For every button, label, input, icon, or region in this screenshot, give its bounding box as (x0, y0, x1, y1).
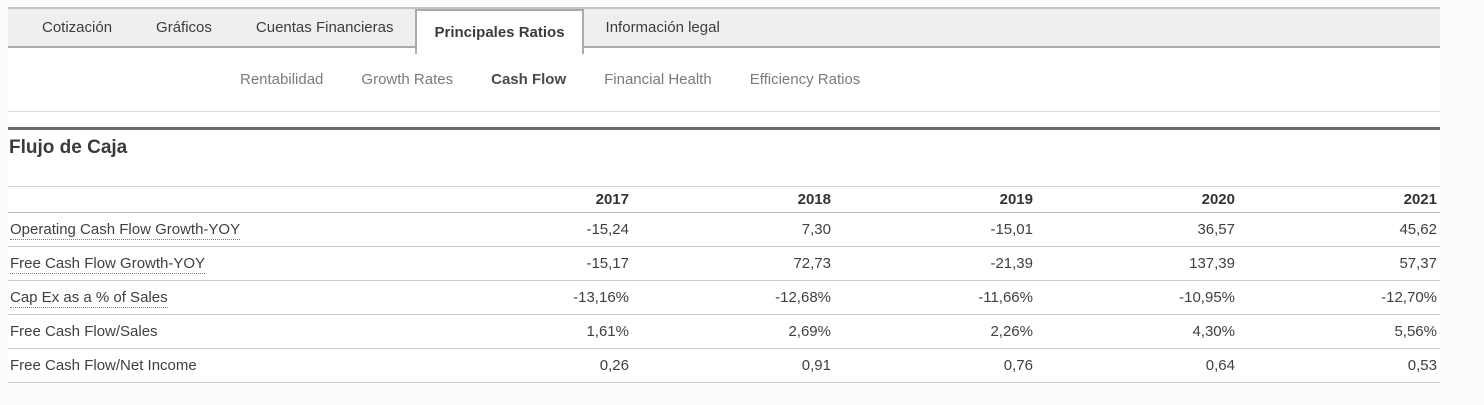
subtab-cash-flow[interactable]: Cash Flow (491, 71, 567, 88)
table-row-capex-pct-sales: Cap Ex as a % of Sales -13,16% -12,68% -… (8, 281, 1440, 315)
table-row-free-cash-flow-net-income: Free Cash Flow/Net Income 0,26 0,91 0,76… (8, 349, 1440, 383)
cell-value: 0,64 (1205, 357, 1235, 374)
subtab-growth-rates[interactable]: Growth Rates (361, 71, 454, 88)
subtab-efficiency-ratios[interactable]: Efficiency Ratios (749, 71, 861, 88)
cell-value: -21,39 (990, 255, 1033, 272)
subtab-financial-health[interactable]: Financial Health (604, 71, 712, 88)
row-label: Cap Ex as a % of Sales (8, 289, 430, 308)
cell-value: 0,76 (1003, 357, 1033, 374)
page-title: Flujo de Caja (9, 137, 128, 158)
cell-value: 0,91 (801, 357, 831, 374)
row-label: Free Cash Flow/Sales (8, 323, 430, 340)
cell-value: -12,68% (775, 289, 831, 306)
cell-value: 57,37 (1399, 255, 1437, 272)
tab-graficos[interactable]: Gráficos (156, 19, 212, 36)
cell-value: -15,01 (990, 221, 1033, 238)
cash-flow-ratios-table: 2017 2018 2019 2020 2021 Operating Cash … (8, 186, 1440, 383)
tab-cuentas-financieras[interactable]: Cuentas Financieras (255, 19, 394, 36)
cell-value: -10,95% (1179, 289, 1235, 306)
cell-value: 137,39 (1189, 255, 1235, 272)
cell-value: 2,69% (788, 323, 831, 340)
cell-value: 72,73 (793, 255, 831, 272)
row-label: Operating Cash Flow Growth-YOY (8, 221, 430, 240)
table-header-row: 2017 2018 2019 2020 2021 (8, 186, 1440, 213)
cell-value: -15,17 (586, 255, 629, 272)
table-header-year-2019: 2019 (999, 191, 1033, 208)
cell-value: 1,61% (586, 323, 629, 340)
row-label: Free Cash Flow Growth-YOY (8, 255, 430, 274)
cell-value: 5,56% (1394, 323, 1437, 340)
table-row-free-cash-flow-sales: Free Cash Flow/Sales 1,61% 2,69% 2,26% 4… (8, 315, 1440, 349)
subtab-rentabilidad[interactable]: Rentabilidad (240, 71, 324, 88)
cell-value: 0,26 (599, 357, 629, 374)
cell-value: -13,16% (573, 289, 629, 306)
cell-value: 0,53 (1407, 357, 1437, 374)
row-label-tooltip-link[interactable]: Cap Ex as a % of Sales (10, 289, 168, 308)
row-label-text: Free Cash Flow/Sales (10, 323, 158, 340)
cell-value: -12,70% (1381, 289, 1437, 306)
section-divider (8, 127, 1440, 130)
cell-value: 36,57 (1197, 221, 1235, 238)
main-tab-bar: Cotización Gráficos Cuentas Financieras … (8, 7, 1440, 54)
cell-value: 4,30% (1192, 323, 1235, 340)
table-header-year-2018: 2018 (797, 191, 831, 208)
table-row-free-cash-flow-growth: Free Cash Flow Growth-YOY -15,17 72,73 -… (8, 247, 1440, 281)
table-header-year-2021: 2021 (1403, 191, 1437, 208)
tab-cotizacion[interactable]: Cotización (42, 19, 113, 36)
sub-tab-bar: Rentabilidad Growth Rates Cash Flow Fina… (8, 48, 1440, 112)
table-header-year-2020: 2020 (1201, 191, 1235, 208)
cell-value: -15,24 (586, 221, 629, 238)
cell-value: 7,30 (801, 221, 831, 238)
row-label: Free Cash Flow/Net Income (8, 357, 430, 374)
row-label-tooltip-link[interactable]: Operating Cash Flow Growth-YOY (10, 221, 241, 240)
row-label-tooltip-link[interactable]: Free Cash Flow Growth-YOY (10, 255, 206, 274)
cell-value: -11,66% (978, 289, 1033, 306)
content-container: Cotización Gráficos Cuentas Financieras … (8, 7, 1440, 383)
row-label-text: Free Cash Flow/Net Income (10, 357, 197, 374)
cell-value: 45,62 (1399, 221, 1437, 238)
table-row-operating-cash-flow-growth: Operating Cash Flow Growth-YOY -15,24 7,… (8, 213, 1440, 247)
tab-principales-ratios[interactable]: Principales Ratios (415, 9, 584, 54)
cell-value: 2,26% (990, 323, 1033, 340)
tab-informacion-legal[interactable]: Información legal (605, 19, 720, 36)
table-header-year-2017: 2017 (595, 191, 629, 208)
